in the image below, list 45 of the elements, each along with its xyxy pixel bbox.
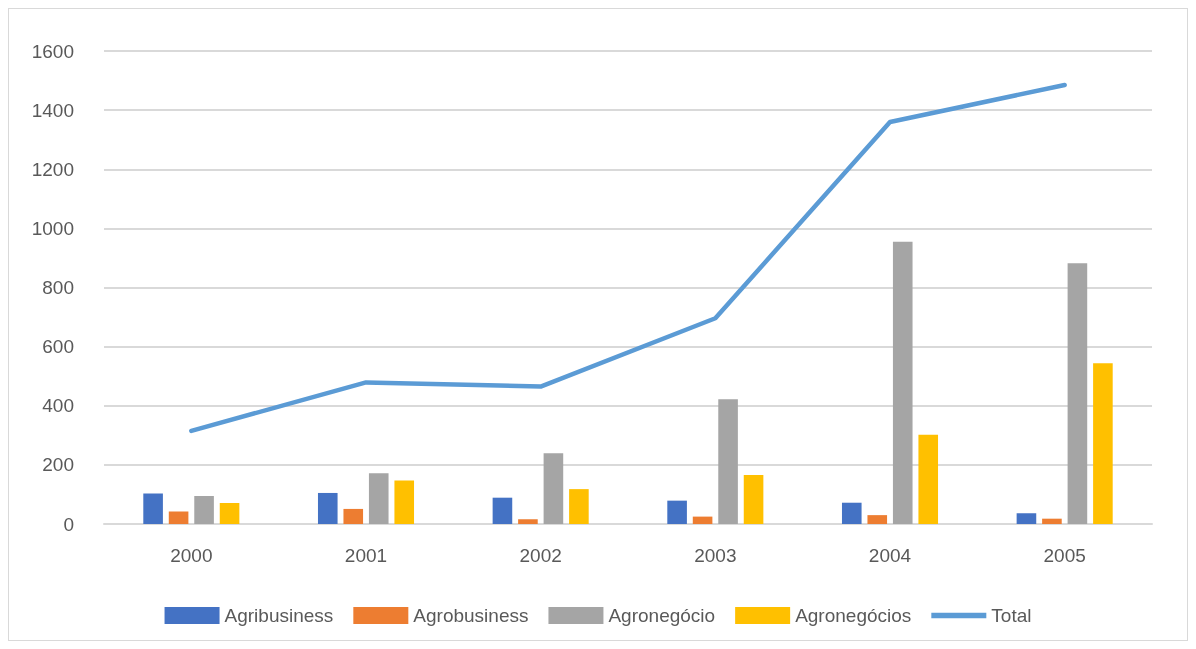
bar <box>143 493 163 524</box>
x-tick-label: 2005 <box>1043 545 1086 566</box>
y-tick-label: 600 <box>42 336 74 358</box>
x-tick-label: 2001 <box>344 545 388 566</box>
bar <box>667 500 687 524</box>
y-tick-label: 1000 <box>31 217 74 239</box>
bar <box>743 474 764 524</box>
bar <box>543 453 564 524</box>
bar <box>892 241 913 524</box>
legend-label: Agronegócio <box>608 605 716 626</box>
legend-label: Agrobusiness <box>413 605 529 626</box>
x-tick-label: 2003 <box>694 545 737 566</box>
x-tick-label: 2002 <box>519 545 562 566</box>
bar <box>518 519 538 524</box>
bar <box>168 511 189 524</box>
y-tick-label: 400 <box>42 395 74 417</box>
x-tick-label: 2004 <box>868 545 912 566</box>
bar <box>317 492 338 524</box>
bar <box>867 515 888 524</box>
bar <box>1067 263 1088 524</box>
bar <box>368 473 389 524</box>
bar <box>569 489 589 524</box>
bar <box>1042 518 1062 524</box>
legend-label: Agribusiness <box>224 605 334 626</box>
bar <box>918 434 939 524</box>
bar <box>1016 513 1037 524</box>
bar <box>394 480 415 524</box>
bar <box>718 399 738 524</box>
legend-label: Total <box>991 605 1032 626</box>
y-tick-label: 800 <box>42 277 74 298</box>
bar <box>492 497 513 524</box>
bar <box>343 508 364 524</box>
line-series <box>189 82 1067 434</box>
y-tick-label: 0 <box>63 513 74 535</box>
bar <box>1093 363 1113 524</box>
y-tick-label: 1600 <box>31 40 74 62</box>
bar <box>219 503 240 524</box>
y-tick-label: 200 <box>42 454 74 476</box>
bar <box>692 516 713 524</box>
y-tick-label: 1200 <box>31 158 74 180</box>
y-tick-label: 1400 <box>31 99 74 121</box>
x-tick-label: 2000 <box>170 545 213 566</box>
bar <box>194 495 214 524</box>
bar <box>841 502 862 524</box>
legend-label: Agronegócios <box>795 605 912 626</box>
